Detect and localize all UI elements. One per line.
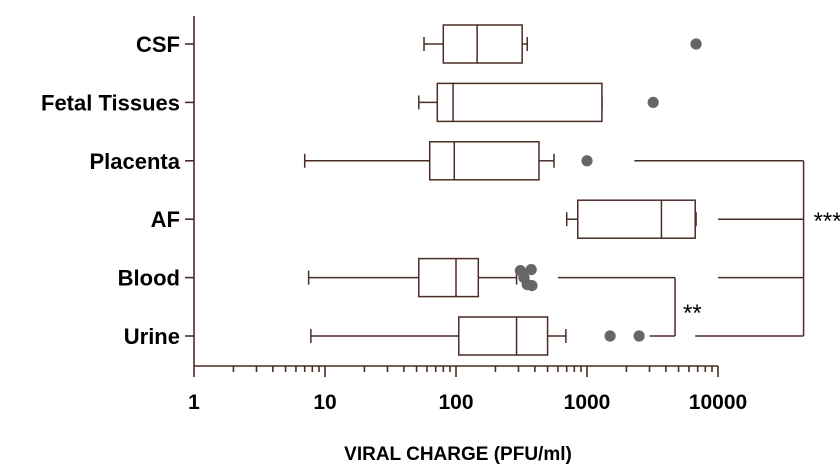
x-axis-title: VIRAL CHARGE (PFU/ml): [344, 444, 572, 465]
outlier-point: [525, 264, 537, 276]
box-iqr: [458, 316, 549, 356]
y-tick-label: Fetal Tissues: [41, 90, 180, 115]
box-placenta: [303, 141, 593, 181]
box-fetal-tissues: [418, 82, 659, 123]
outlier-point: [581, 155, 593, 167]
x-tick-label: 100: [438, 391, 473, 414]
outlier-point: [526, 280, 538, 292]
box-blood: [307, 257, 538, 298]
box-iqr: [442, 24, 523, 64]
x-tick-label: 10000: [689, 391, 747, 414]
significance-bracket: **: [557, 276, 702, 337]
significance-label: **: [683, 300, 702, 327]
y-tick-label: Blood: [118, 266, 180, 291]
outlier-point: [633, 330, 645, 342]
axes: CSF Fetal Tissues Placenta AF Blood Urine 1 10 1…: [41, 16, 747, 414]
significance-label: ***: [814, 208, 840, 235]
box-iqr: [428, 141, 540, 181]
box-iqr: [577, 199, 696, 239]
y-tick-label: CSF: [136, 32, 180, 57]
y-tick-label: AF: [151, 207, 180, 232]
x-tick-label: 10: [313, 391, 336, 414]
box-plots: [303, 24, 702, 356]
significance-bracket: ***: [634, 160, 840, 337]
box-csf: [423, 24, 702, 64]
outlier-point: [647, 96, 659, 108]
outlier-point: [604, 330, 616, 342]
box-af: [565, 199, 697, 239]
x-tick-label: 1000: [564, 391, 611, 414]
outlier-point: [690, 38, 702, 50]
box-iqr: [418, 257, 480, 298]
x-tick-label: 1: [188, 391, 200, 414]
box-iqr: [436, 82, 603, 123]
y-tick-label: Urine: [124, 324, 180, 349]
significance-brackets: *****: [557, 160, 840, 337]
y-tick-label: Placenta: [90, 149, 181, 174]
box-urine: [310, 316, 645, 356]
